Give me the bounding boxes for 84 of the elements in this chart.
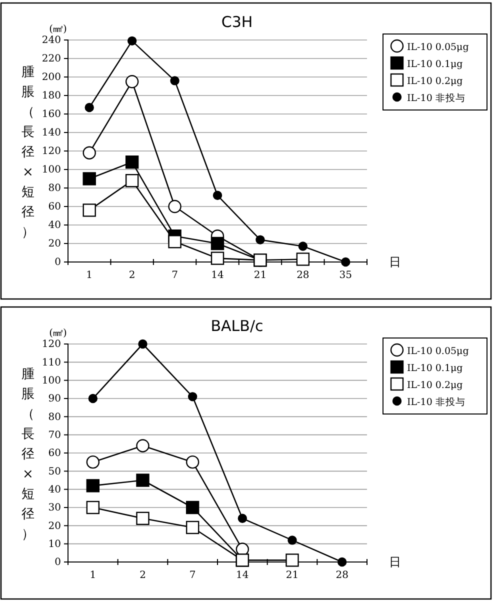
x-tick-label: 7: [172, 270, 178, 282]
point: [186, 520, 200, 534]
y-tick-label: 160: [42, 109, 61, 120]
y-tick-label: 120: [42, 339, 61, 350]
x-tick-label: 1: [90, 570, 96, 582]
y-tick-label: 40: [48, 484, 61, 496]
point: [125, 156, 139, 169]
y-tick-label: 20: [48, 238, 61, 250]
x-tick-label: 21: [286, 570, 299, 582]
y-tick-label: 0: [54, 257, 61, 268]
legend-label: IL-10 0.2μg: [407, 380, 463, 391]
legend-label: IL-10 非投与: [407, 92, 466, 104]
point: [168, 235, 182, 248]
y-tick-label: 120: [42, 146, 61, 158]
point: [188, 392, 198, 402]
x-tick-label: 14: [236, 570, 249, 582]
point: [210, 236, 224, 250]
point: [288, 536, 297, 545]
point: [86, 500, 100, 514]
point: [136, 512, 150, 525]
y-tick-label: 100: [42, 376, 61, 387]
y-tick-label: 30: [48, 502, 61, 514]
point: [337, 557, 347, 567]
point: [168, 200, 182, 214]
y-tick-label: 80: [48, 183, 61, 194]
text: (㎟): [49, 328, 67, 339]
x-tick-label: 21: [254, 270, 267, 282]
y-tick-label: 60: [48, 448, 61, 460]
legend-label: IL-10 0.1μg: [407, 59, 463, 70]
point: [86, 479, 100, 492]
y-tick-label: 50: [48, 466, 61, 478]
text: 腫脹（長径×短径）: [22, 65, 34, 240]
point: [286, 554, 299, 567]
y-tick-label: 40: [48, 220, 61, 232]
y-tick-label: 90: [48, 394, 61, 405]
x-tick-label: 28: [296, 270, 310, 282]
y-tick-label: 200: [42, 72, 61, 84]
point: [170, 76, 180, 86]
x-tick-label: 1: [86, 270, 93, 282]
y-tick-label: 220: [42, 54, 61, 65]
y-tick-label: 80: [48, 412, 61, 423]
chart-title: C3H: [221, 13, 253, 31]
point: [82, 172, 96, 186]
legend-label: IL-10 0.05μg: [407, 346, 469, 357]
point: [88, 394, 98, 404]
x-axis-title: 日: [389, 255, 401, 269]
point: [138, 339, 148, 349]
y-tick-label: 180: [42, 90, 61, 102]
y-tick-label: 240: [42, 35, 61, 46]
point: [298, 242, 308, 251]
point: [341, 257, 350, 267]
x-tick-label: 35: [339, 270, 352, 282]
legend-label: IL-10 非投与: [407, 396, 466, 408]
legend-label: IL-10 0.05μg: [407, 42, 469, 53]
point: [82, 204, 96, 217]
point: [238, 514, 248, 523]
chart-title: BALB/c: [210, 317, 264, 335]
y-tick-label: 100: [42, 164, 61, 176]
point: [186, 500, 200, 514]
x-tick-label: 14: [211, 270, 224, 282]
point: [84, 102, 94, 112]
point: [212, 190, 222, 200]
point: [256, 235, 265, 244]
x-axis-title: 日: [389, 555, 401, 569]
point: [127, 36, 137, 46]
y-tick-label: 10: [48, 539, 61, 550]
y-tick-label: 110: [42, 357, 61, 368]
point: [136, 474, 150, 487]
text: 腫脹（長径×短径）: [22, 367, 34, 542]
y-tick-label: 20: [48, 520, 61, 532]
y-tick-label: 70: [48, 430, 61, 442]
x-tick-label: 2: [140, 570, 146, 582]
y-tick-label: 0: [54, 557, 61, 568]
y-tick-label: 60: [48, 202, 61, 213]
y-tick-label: 140: [42, 128, 61, 139]
x-tick-label: 28: [336, 570, 348, 582]
point: [296, 252, 310, 266]
x-tick-label: 2: [128, 270, 136, 282]
x-tick-label: 7: [189, 570, 196, 582]
point: [125, 174, 139, 188]
point: [210, 252, 224, 265]
legend-label: IL-10 0.2μg: [407, 76, 463, 87]
text: (㎟): [49, 24, 67, 35]
legend-label: IL-10 0.1μg: [407, 363, 463, 374]
